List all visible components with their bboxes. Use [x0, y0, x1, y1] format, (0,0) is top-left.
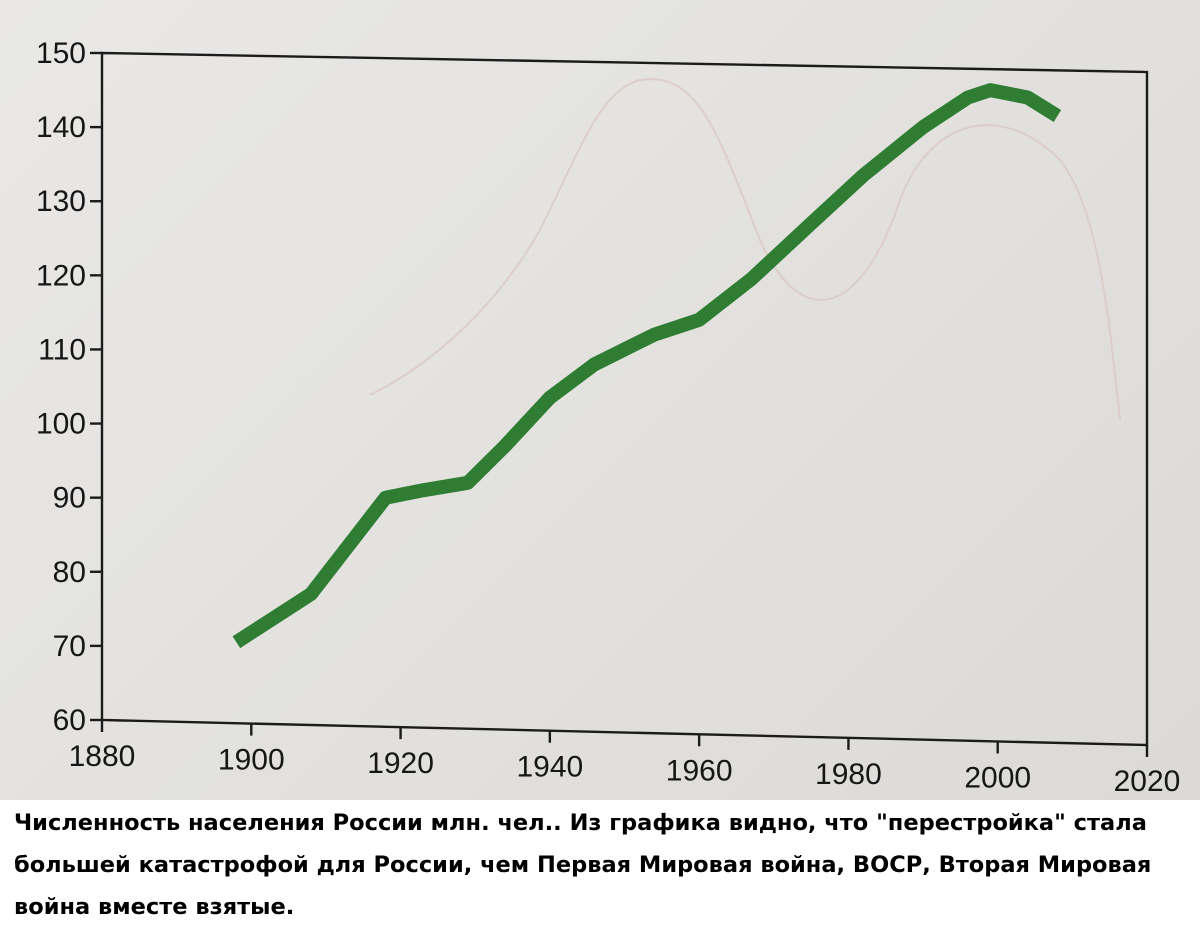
- data-point: [967, 97, 968, 98]
- bleed-through-curve: [369, 78, 1121, 421]
- chart-photo: 60 70 80 90 100 110 120 130 140 150 1880 1900 1920 19…: [0, 0, 1200, 800]
- data-point: [423, 490, 424, 491]
- data-point: [236, 642, 237, 643]
- x-tick-label: 1940: [516, 751, 583, 784]
- data-point: [990, 90, 991, 91]
- data-point: [654, 334, 655, 335]
- data-point: [811, 223, 812, 224]
- chart-caption: Численность населения России млн. чел.. …: [14, 810, 1152, 920]
- data-point: [467, 482, 468, 483]
- y-tick-label: 90: [53, 482, 86, 515]
- data-point: [923, 127, 924, 128]
- data-point: [1027, 97, 1028, 98]
- x-tick-label: 1960: [666, 754, 733, 787]
- y-tick-label: 100: [36, 408, 86, 441]
- data-point: [311, 594, 312, 595]
- y-tick-label: 70: [53, 630, 86, 663]
- axis-ticks: 60 70 80 90 100 110 120 130 140 150 1880 1900 1920 19…: [36, 37, 1180, 798]
- y-tick-label: 150: [36, 37, 86, 70]
- data-series: [232, 83, 1062, 649]
- y-tick-label: 110: [38, 333, 86, 366]
- plot-frame: [100, 51, 1149, 747]
- x-tick-label: 1980: [815, 758, 882, 791]
- y-tick-label: 120: [36, 259, 86, 292]
- x-tick-label: 1900: [218, 744, 285, 777]
- y-tick-label: 130: [36, 185, 86, 218]
- data-point: [505, 445, 506, 446]
- y-tick-label: 60: [53, 704, 86, 737]
- data-point: [699, 319, 700, 320]
- data-point: [1057, 116, 1058, 117]
- axes: [100, 51, 1149, 747]
- x-tick-label: 1920: [367, 747, 434, 780]
- y-tick-label: 80: [53, 556, 86, 589]
- population-chart: 60 70 80 90 100 110 120 130 140 150 1880 1900 1920 19…: [36, 37, 1180, 798]
- data-point: [594, 364, 595, 365]
- x-tick-label: 1880: [69, 740, 136, 773]
- data-point: [549, 397, 550, 398]
- x-tick-label: 2020: [1114, 765, 1181, 798]
- population-series-line: [232, 83, 1062, 649]
- data-point: [751, 279, 752, 280]
- x-tick-label: 2000: [964, 761, 1031, 794]
- y-tick-label: 140: [36, 111, 86, 144]
- data-point: [863, 175, 864, 176]
- data-point: [385, 497, 386, 498]
